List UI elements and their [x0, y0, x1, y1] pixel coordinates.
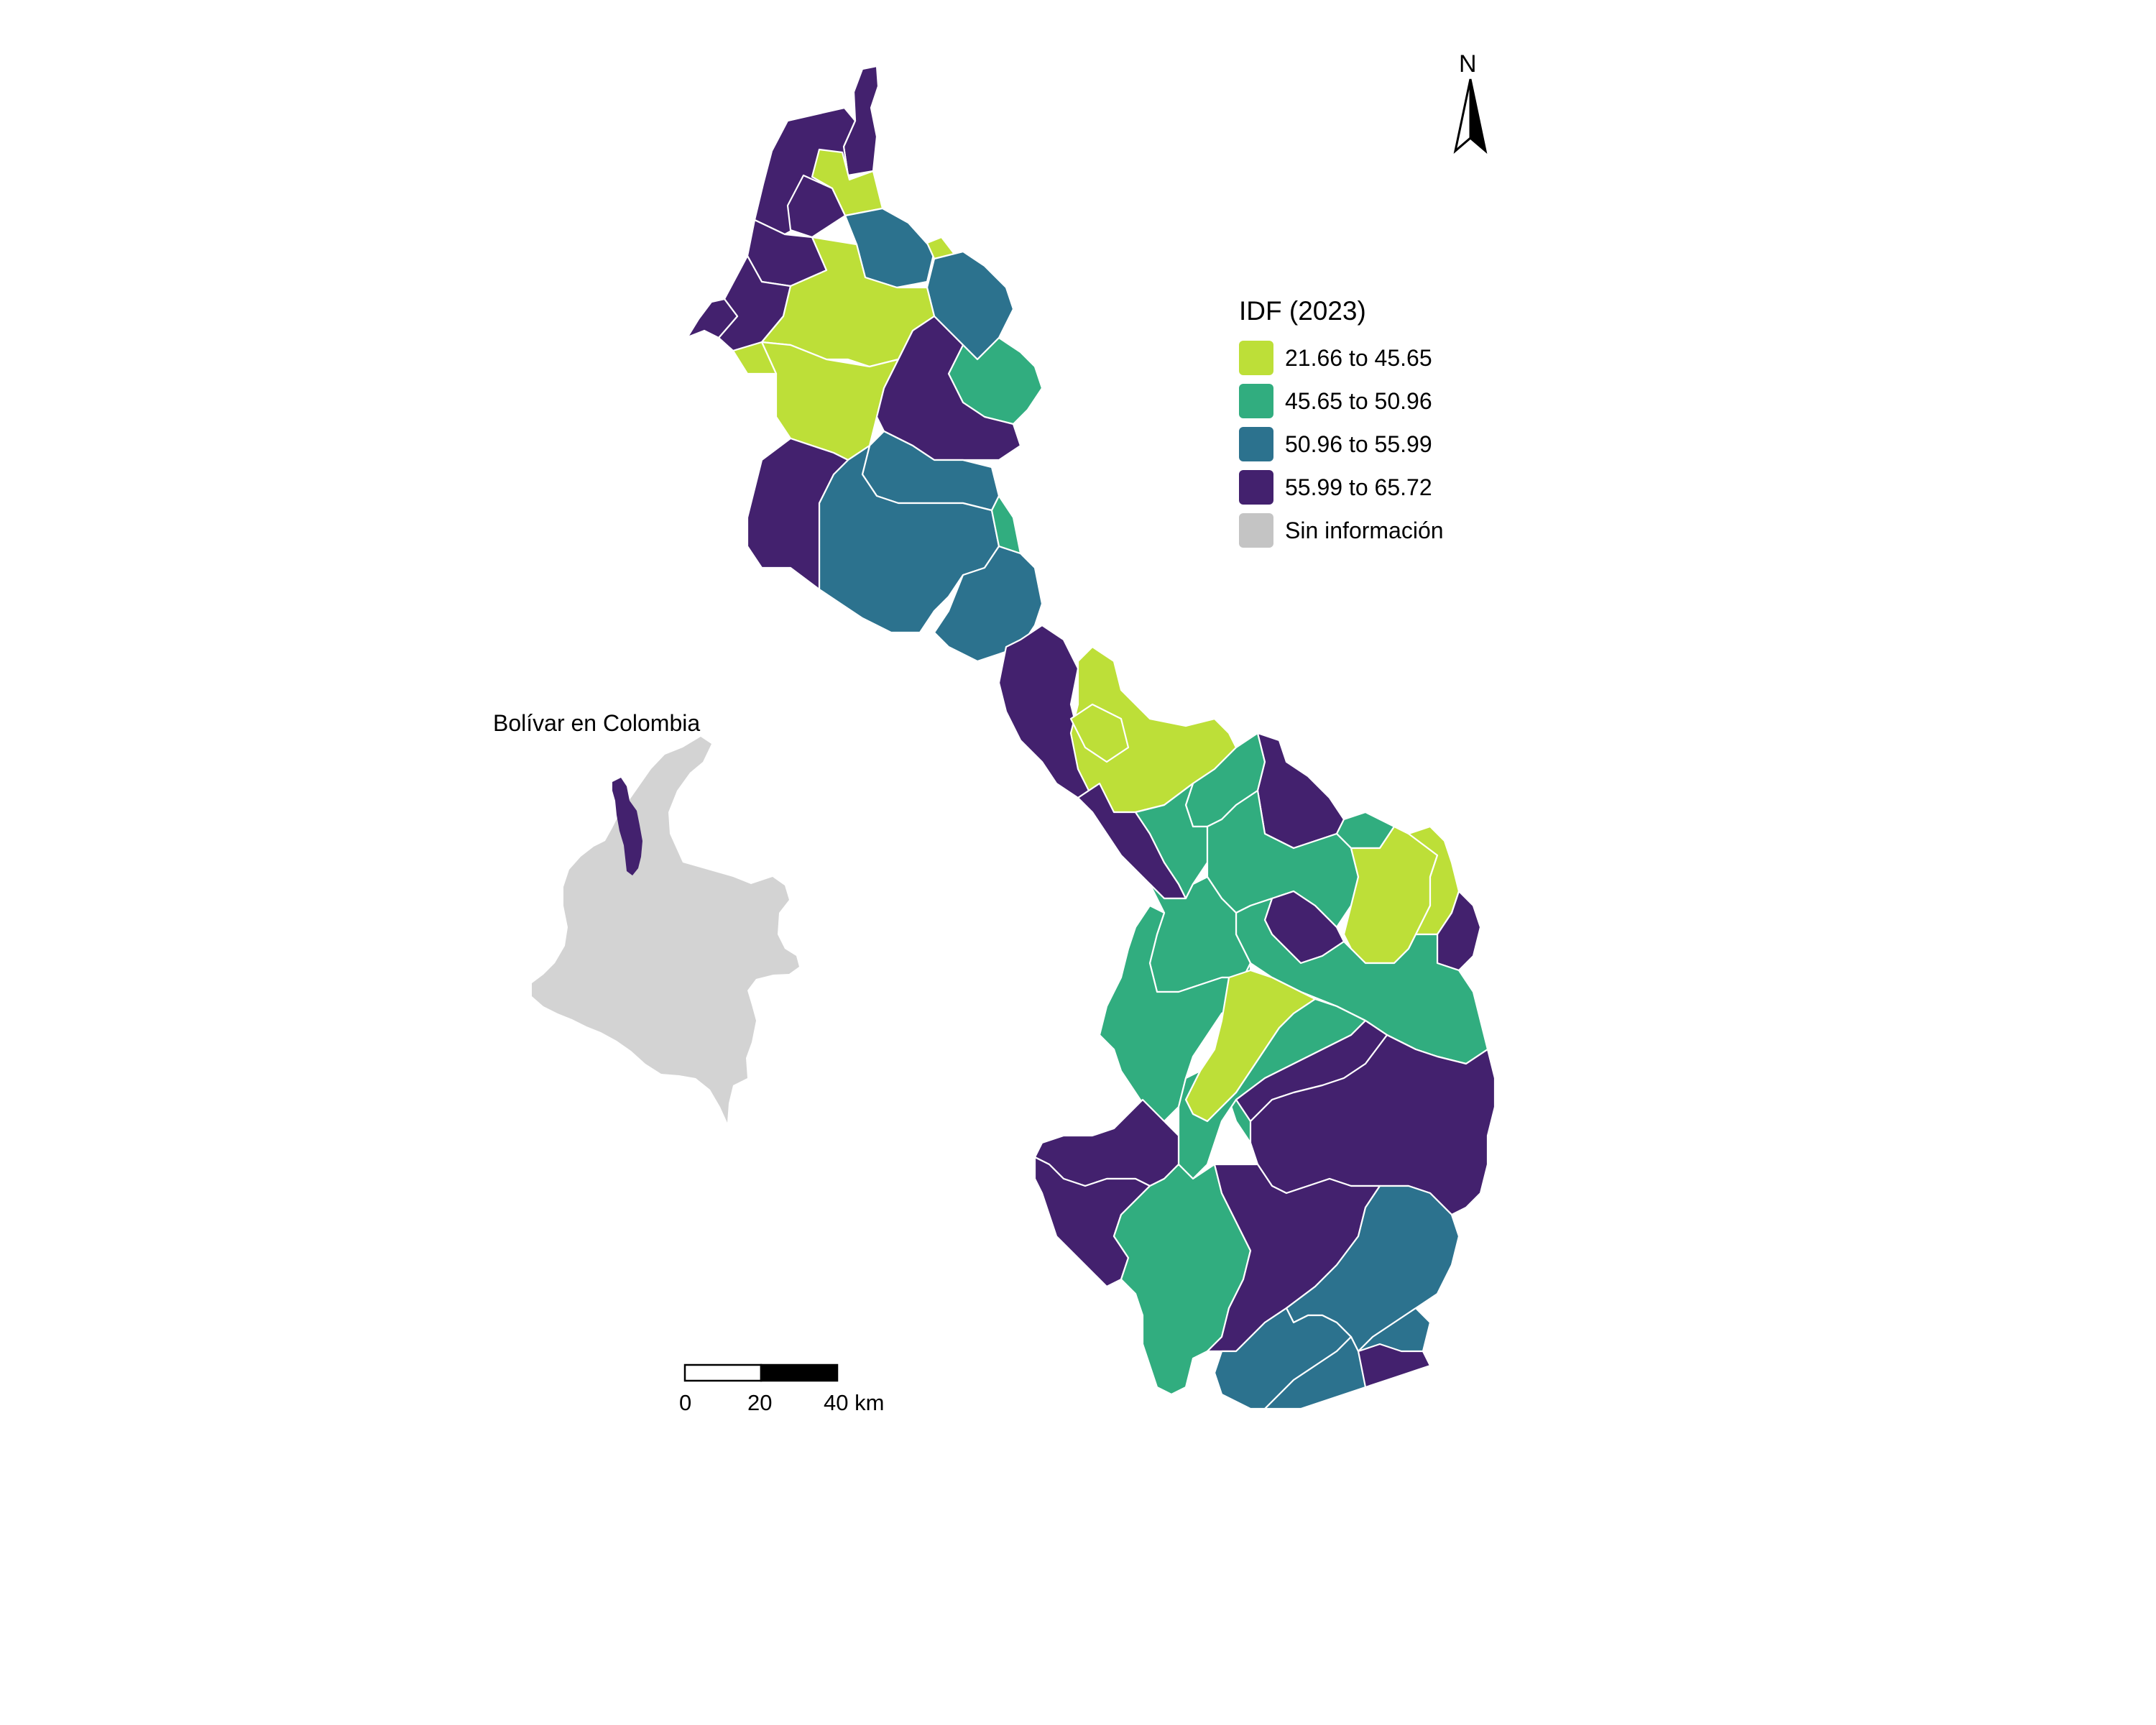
north-arrow-right-half	[1469, 78, 1488, 155]
legend-swatch	[1239, 341, 1273, 375]
municipality	[875, 315, 1022, 461]
municipality	[990, 494, 1022, 555]
municipality	[732, 341, 778, 375]
municipalities-layer	[677, 65, 1496, 1410]
scale-label-end: 40 km	[824, 1390, 885, 1415]
legend-item: 45.65 to 50.96	[1239, 380, 1444, 423]
legend-swatch	[1239, 513, 1273, 548]
legend-swatch	[1239, 427, 1273, 461]
legend-label: 21.66 to 45.65	[1285, 344, 1432, 371]
legend-swatch	[1239, 470, 1273, 505]
legend-item: 55.99 to 65.72	[1239, 466, 1444, 509]
scale-bar-segment-black	[760, 1363, 839, 1382]
municipality	[1098, 904, 1252, 1123]
municipality	[1256, 732, 1345, 850]
scale-label-start: 0	[679, 1390, 692, 1415]
legend: IDF (2023) 21.66 to 45.65 45.65 to 50.96…	[1239, 296, 1444, 552]
municipality	[1069, 703, 1130, 763]
legend-label: 55.99 to 65.72	[1285, 474, 1432, 500]
legend-item: Sin información	[1239, 509, 1444, 552]
legend-item: 50.96 to 55.99	[1239, 423, 1444, 466]
legend-item: 21.66 to 45.65	[1239, 336, 1444, 380]
scale-bar-segment-white	[683, 1363, 763, 1382]
legend-label: Sin información	[1285, 517, 1444, 543]
legend-label: 50.96 to 55.99	[1285, 431, 1432, 457]
inset-title: Bolívar en Colombia	[493, 710, 701, 736]
inset-bolivar-shape	[612, 778, 642, 875]
inset-map	[532, 737, 799, 1123]
north-arrow-label: N	[1459, 50, 1477, 78]
scale-label-mid: 20	[747, 1390, 773, 1415]
legend-label: 45.65 to 50.96	[1285, 387, 1432, 414]
legend-title: IDF (2023)	[1239, 296, 1366, 326]
inset-country-shape	[532, 737, 799, 1123]
municipality	[677, 298, 739, 342]
scale-bar	[683, 1363, 839, 1382]
north-arrow-left-half	[1453, 78, 1472, 155]
north-arrow	[1453, 78, 1488, 155]
municipality	[746, 437, 849, 591]
municipality	[1263, 1307, 1432, 1410]
legend-swatch	[1239, 384, 1273, 418]
municipality	[1357, 1343, 1432, 1389]
